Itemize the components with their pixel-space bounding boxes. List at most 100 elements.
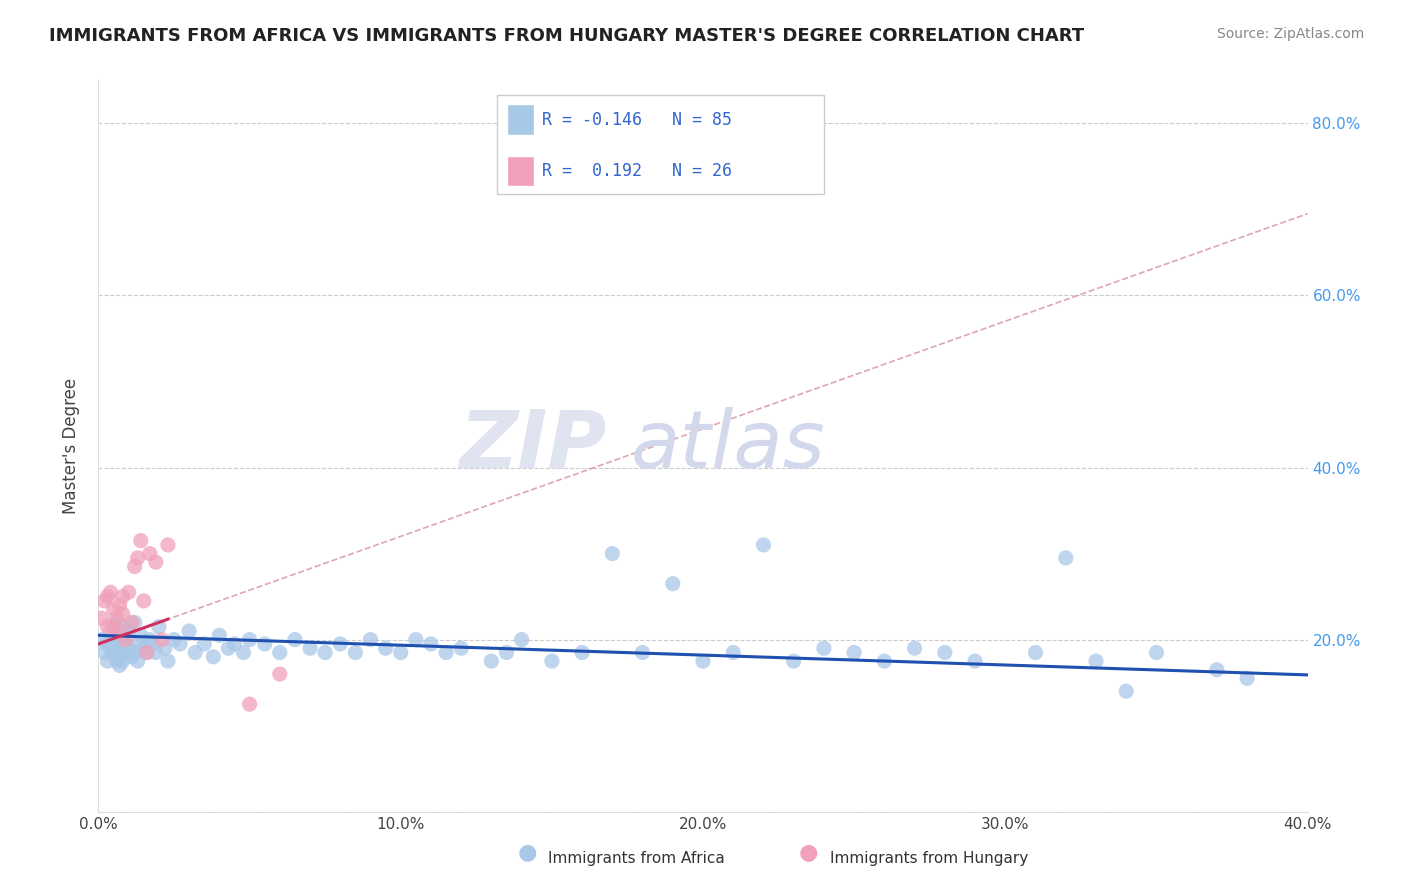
- Text: atlas: atlas: [630, 407, 825, 485]
- Point: [661, 576, 683, 591]
- Point: [153, 641, 176, 656]
- Point: [111, 607, 134, 621]
- Point: [156, 538, 179, 552]
- Point: [105, 611, 128, 625]
- Point: [344, 646, 367, 660]
- Point: [239, 697, 262, 711]
- Point: [124, 615, 146, 630]
- Point: [145, 646, 167, 660]
- Point: [118, 624, 141, 638]
- Point: [100, 585, 122, 599]
- Point: [389, 646, 412, 660]
- Point: [96, 654, 118, 668]
- Point: [90, 632, 112, 647]
- Point: [217, 641, 239, 656]
- Text: R =  0.192   N = 26: R = 0.192 N = 26: [543, 162, 733, 180]
- Point: [208, 628, 231, 642]
- Point: [813, 641, 835, 656]
- Point: [314, 646, 336, 660]
- Point: [434, 646, 457, 660]
- Point: [405, 632, 427, 647]
- Point: [1206, 663, 1229, 677]
- Point: [105, 615, 128, 630]
- Point: [299, 641, 322, 656]
- Point: [179, 624, 201, 638]
- Point: [127, 550, 149, 565]
- Point: [142, 637, 165, 651]
- FancyBboxPatch shape: [498, 95, 824, 194]
- Point: [114, 632, 136, 647]
- Point: [124, 559, 146, 574]
- Point: [108, 646, 131, 660]
- Point: [93, 594, 115, 608]
- Point: [111, 620, 134, 634]
- Point: [135, 646, 157, 660]
- Point: [108, 624, 131, 638]
- Point: [124, 646, 146, 660]
- Point: [965, 654, 987, 668]
- Bar: [508, 104, 534, 136]
- Point: [269, 667, 291, 681]
- Point: [148, 620, 170, 634]
- Text: ●: ●: [799, 842, 818, 862]
- Point: [904, 641, 927, 656]
- Text: Source: ZipAtlas.com: Source: ZipAtlas.com: [1216, 27, 1364, 41]
- Point: [100, 641, 122, 656]
- Point: [118, 585, 141, 599]
- Point: [129, 533, 152, 548]
- Point: [631, 646, 654, 660]
- Point: [1115, 684, 1137, 698]
- Y-axis label: Master's Degree: Master's Degree: [62, 378, 80, 514]
- Point: [129, 628, 152, 642]
- Point: [132, 641, 155, 656]
- Point: [105, 641, 128, 656]
- Point: [127, 654, 149, 668]
- Point: [1144, 646, 1167, 660]
- Point: [103, 646, 125, 660]
- Point: [96, 637, 118, 651]
- Point: [100, 624, 122, 638]
- Point: [139, 632, 162, 647]
- Point: [1085, 654, 1108, 668]
- Point: [193, 637, 215, 651]
- Point: [752, 538, 775, 552]
- Text: Immigrants from Africa: Immigrants from Africa: [548, 851, 725, 865]
- Point: [374, 641, 396, 656]
- Point: [723, 646, 745, 660]
- Point: [114, 646, 136, 660]
- Point: [269, 646, 291, 660]
- Point: [934, 646, 956, 660]
- Point: [873, 654, 896, 668]
- Text: R = -0.146   N = 85: R = -0.146 N = 85: [543, 111, 733, 128]
- Point: [103, 632, 125, 647]
- Point: [1236, 671, 1258, 685]
- Point: [111, 654, 134, 668]
- Point: [111, 637, 134, 651]
- Point: [602, 547, 624, 561]
- Point: [105, 654, 128, 668]
- Text: ZIP: ZIP: [458, 407, 606, 485]
- Text: IMMIGRANTS FROM AFRICA VS IMMIGRANTS FROM HUNGARY MASTER'S DEGREE CORRELATION CH: IMMIGRANTS FROM AFRICA VS IMMIGRANTS FRO…: [49, 27, 1084, 45]
- Point: [495, 646, 517, 660]
- Point: [1024, 646, 1046, 660]
- Point: [450, 641, 472, 656]
- Point: [163, 632, 186, 647]
- Point: [169, 637, 191, 651]
- Point: [132, 594, 155, 608]
- Point: [184, 646, 207, 660]
- Point: [118, 641, 141, 656]
- Point: [481, 654, 503, 668]
- Point: [145, 555, 167, 569]
- Point: [111, 590, 134, 604]
- Point: [692, 654, 714, 668]
- Point: [114, 632, 136, 647]
- Point: [135, 646, 157, 660]
- Point: [90, 611, 112, 625]
- Point: [108, 628, 131, 642]
- Point: [96, 620, 118, 634]
- Point: [121, 649, 143, 664]
- Point: [103, 620, 125, 634]
- Point: [253, 637, 276, 651]
- Point: [844, 646, 866, 660]
- Point: [239, 632, 262, 647]
